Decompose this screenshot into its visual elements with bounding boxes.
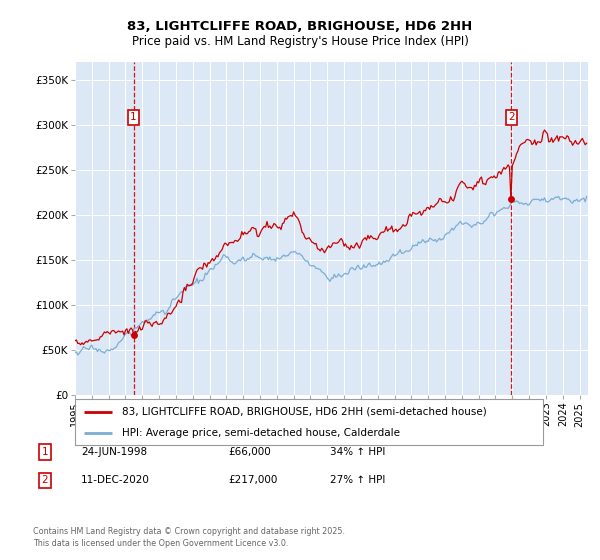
Text: 1: 1 — [41, 447, 49, 457]
Text: 24-JUN-1998: 24-JUN-1998 — [81, 447, 147, 457]
Text: 83, LIGHTCLIFFE ROAD, BRIGHOUSE, HD6 2HH: 83, LIGHTCLIFFE ROAD, BRIGHOUSE, HD6 2HH — [127, 20, 473, 34]
Text: Price paid vs. HM Land Registry's House Price Index (HPI): Price paid vs. HM Land Registry's House … — [131, 35, 469, 49]
Text: Contains HM Land Registry data © Crown copyright and database right 2025.
This d: Contains HM Land Registry data © Crown c… — [33, 527, 345, 548]
Text: 83, LIGHTCLIFFE ROAD, BRIGHOUSE, HD6 2HH (semi-detached house): 83, LIGHTCLIFFE ROAD, BRIGHOUSE, HD6 2HH… — [122, 407, 487, 417]
Text: 2: 2 — [41, 475, 49, 486]
FancyBboxPatch shape — [75, 399, 543, 445]
Text: 34% ↑ HPI: 34% ↑ HPI — [330, 447, 385, 457]
Text: HPI: Average price, semi-detached house, Calderdale: HPI: Average price, semi-detached house,… — [122, 428, 400, 438]
Text: 1: 1 — [130, 113, 137, 123]
Text: 2: 2 — [508, 113, 515, 123]
Text: 27% ↑ HPI: 27% ↑ HPI — [330, 475, 385, 486]
Text: £217,000: £217,000 — [228, 475, 277, 486]
Text: 11-DEC-2020: 11-DEC-2020 — [81, 475, 150, 486]
Text: £66,000: £66,000 — [228, 447, 271, 457]
